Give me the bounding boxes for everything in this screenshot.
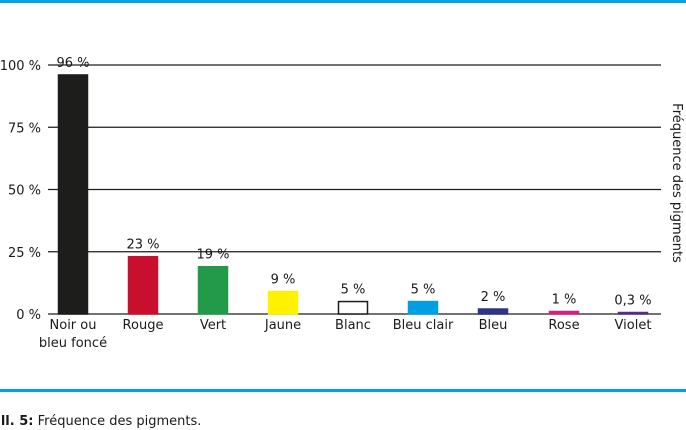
- x-tick-label: Vert: [200, 318, 226, 333]
- data-label: 96 %: [56, 56, 89, 71]
- y-tick-label: 75 %: [8, 121, 41, 136]
- x-tick-label-line: Jaune: [264, 318, 301, 333]
- x-tick-label: Bleu: [479, 318, 508, 333]
- data-label: 1 %: [552, 293, 577, 308]
- bar-chart: 0 % 25 % 50 % 75 % 100 % 96 % Noir ou bleu fonc…: [0, 56, 684, 351]
- data-label: 2 %: [481, 290, 506, 305]
- x-tick-label: Jaune: [264, 318, 301, 333]
- y-tick-label: 0 %: [16, 308, 41, 323]
- top-border-line: [0, 0, 686, 3]
- y-tick-label: 50 %: [8, 184, 41, 199]
- bar: [337, 300, 369, 315]
- bottom-border-line: [0, 389, 686, 392]
- bar: [617, 311, 649, 315]
- y-tick-label: 25 %: [8, 246, 41, 261]
- x-tick-label-line: Vert: [200, 318, 226, 333]
- x-tick-label-line: Rose: [548, 318, 579, 333]
- bar: [407, 300, 439, 315]
- y-axis-title: Fréquence des pigments: [669, 103, 684, 263]
- bar: [477, 308, 509, 315]
- data-label: 0,3 %: [614, 294, 651, 309]
- bar: [127, 255, 159, 315]
- data-label: 5 %: [341, 283, 366, 298]
- x-tick-label-line: Violet: [615, 318, 652, 333]
- bar: [197, 265, 229, 315]
- x-tick-label: Blanc: [335, 318, 371, 333]
- x-tick-label: Rouge: [123, 318, 164, 333]
- x-tick-label-line: Rouge: [123, 318, 164, 333]
- x-tick-label-line: Blanc: [335, 318, 371, 333]
- x-tick-label-line: bleu foncé: [39, 336, 107, 351]
- x-tick-label-line: Noir ou: [50, 318, 97, 333]
- data-label: 19 %: [196, 248, 229, 263]
- bar: [548, 310, 580, 315]
- x-tick-label-line: Bleu: [479, 318, 508, 333]
- x-tick-label: Rose: [548, 318, 579, 333]
- caption-text: Fréquence des pigments.: [37, 414, 202, 429]
- x-tick-label: Bleu clair: [393, 318, 454, 333]
- figure-caption: Ill. 5: Fréquence des pigments.: [0, 414, 201, 429]
- bar: [267, 290, 299, 315]
- data-label: 5 %: [411, 283, 436, 298]
- y-tick-label: 100 %: [0, 59, 41, 74]
- data-label: 23 %: [126, 238, 159, 253]
- x-tick-label-line: Bleu clair: [393, 318, 454, 333]
- caption-label: Ill. 5:: [0, 414, 34, 429]
- bar: [57, 74, 89, 315]
- x-tick-label: Violet: [615, 318, 652, 333]
- x-tick-label: Noir ou bleu foncé: [39, 318, 107, 351]
- data-label: 9 %: [271, 273, 296, 288]
